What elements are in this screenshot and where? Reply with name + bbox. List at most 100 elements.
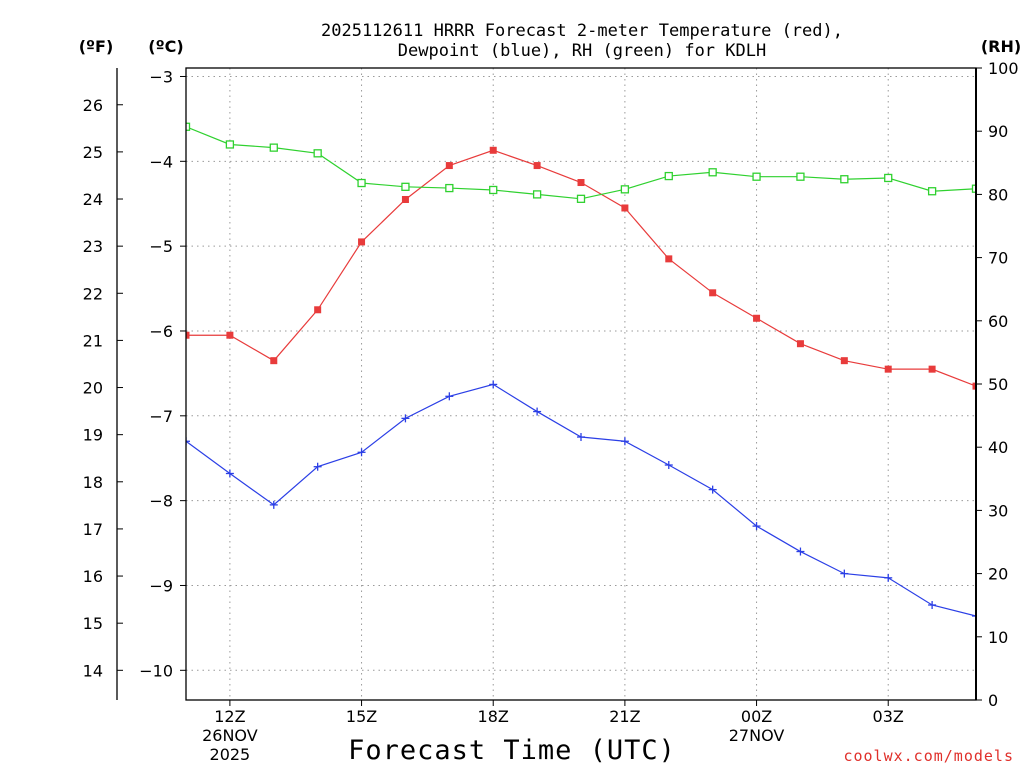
rh-line [186, 126, 976, 200]
dewpoint-point [401, 414, 410, 423]
x-tick-label: 18Z [478, 707, 509, 726]
temperature-point [665, 255, 673, 263]
fahrenheit-tick-label: 17 [83, 520, 103, 539]
rh-point [186, 122, 191, 131]
temperature-point [533, 162, 541, 170]
dewpoint-point [620, 437, 629, 446]
rh-point [532, 190, 542, 199]
rh-point [313, 149, 322, 158]
temperature-point [226, 331, 234, 339]
temperature-point [796, 340, 804, 348]
rh-tick-label: 30 [988, 501, 1008, 520]
rh-point [884, 173, 893, 183]
temperature-point [314, 306, 322, 314]
rh-point [708, 168, 717, 177]
rh-point [752, 172, 761, 181]
fahrenheit-tick-label: 22 [83, 284, 103, 303]
rh-tick-label: 100 [988, 59, 1019, 78]
celsius-tick-label: −9 [149, 576, 173, 595]
dewpoint-point [972, 612, 976, 621]
chart-title-line1: 2025112611 HRRR Forecast 2-meter Tempera… [321, 21, 843, 41]
fahrenheit-tick-label: 26 [83, 96, 103, 115]
dewpoint-point [840, 569, 849, 578]
dewpoint-point [186, 437, 190, 446]
temperature-point [972, 382, 976, 390]
data-series [186, 122, 976, 621]
rh-tick-label: 90 [988, 122, 1008, 141]
celsius-tick-label: −6 [149, 322, 173, 341]
rh-tick-label: 80 [988, 185, 1008, 204]
dewpoint-point [357, 448, 366, 457]
dewpoint-point [313, 462, 322, 471]
fahrenheit-tick-label: 19 [83, 426, 103, 445]
temperature-series [186, 146, 976, 390]
rh-tick-label: 10 [988, 628, 1008, 647]
temperature-point [489, 146, 497, 154]
celsius-tick-label: −5 [149, 237, 173, 256]
fahrenheit-tick-label: 24 [83, 190, 103, 209]
rh-tick-label: 50 [988, 375, 1008, 394]
temperature-point [577, 179, 585, 187]
dewpoint-point [445, 392, 454, 401]
rh-point [927, 187, 937, 196]
temperature-point [928, 365, 936, 373]
rh-point [489, 185, 498, 195]
rh-point [664, 171, 673, 181]
rh-series [186, 122, 976, 203]
rh-point [971, 184, 976, 193]
temperature-point [709, 289, 717, 297]
temperature-point [621, 204, 629, 212]
temperature-point [884, 365, 892, 373]
temperature-point [401, 195, 409, 203]
rh-point [796, 172, 805, 181]
fahrenheit-tick-label: 15 [83, 614, 103, 633]
celsius-units-label: (ºC) [148, 37, 183, 56]
dewpoint-point [225, 469, 234, 478]
fahrenheit-tick-label: 25 [83, 143, 103, 162]
rh-tick-label: 60 [988, 312, 1008, 331]
fahrenheit-tick-label: 14 [83, 661, 103, 680]
dewpoint-point [796, 547, 805, 556]
fahrenheit-units-label: (ºF) [79, 37, 114, 56]
rh-point [225, 140, 235, 149]
x-axis-title: Forecast Time (UTC) [348, 735, 676, 766]
chart-title-line2: Dewpoint (blue), RH (green) for KDLH [398, 41, 766, 61]
rh-point [576, 194, 586, 203]
celsius-tick-label: −4 [149, 152, 173, 171]
x-tick-label: 00Z [741, 707, 772, 726]
dewpoint-point [664, 461, 673, 470]
dewpoint-point [928, 600, 937, 609]
temperature-point [186, 331, 190, 339]
x-tick-label: 21Z [609, 707, 640, 726]
dewpoint-point [489, 380, 498, 389]
dewpoint-point [752, 522, 761, 531]
rh-point [840, 175, 849, 184]
x-date-label: 26NOV [202, 726, 258, 745]
fahrenheit-tick-label: 16 [83, 567, 103, 586]
x-tick-label: 12Z [214, 707, 245, 726]
rh-tick-label: 40 [988, 438, 1008, 457]
celsius-tick-label: −10 [139, 661, 173, 680]
x-tick-label: 15Z [346, 707, 377, 726]
fahrenheit-tick-label: 23 [83, 237, 103, 256]
temperature-point [358, 238, 366, 246]
dewpoint-point [577, 433, 585, 442]
dewpoint-series [186, 380, 976, 621]
temperature-point [753, 314, 761, 322]
x-date-label: 2025 [210, 745, 251, 764]
rh-units-label: (RH) [981, 37, 1021, 56]
rh-point [357, 178, 366, 188]
rh-point [445, 183, 454, 193]
rh-tick-label: 0 [988, 691, 998, 710]
rh-point [269, 143, 278, 152]
x-date-label: 27NOV [729, 726, 785, 745]
gridlines [186, 68, 976, 700]
dewpoint-point [884, 573, 893, 582]
credit-link[interactable]: coolwx.com/models [843, 747, 1014, 765]
plot-frame [185, 67, 977, 701]
rh-point [401, 182, 410, 191]
temperature-point [270, 357, 278, 365]
fahrenheit-tick-label: 18 [83, 473, 103, 492]
fahrenheit-tick-label: 21 [83, 331, 103, 350]
